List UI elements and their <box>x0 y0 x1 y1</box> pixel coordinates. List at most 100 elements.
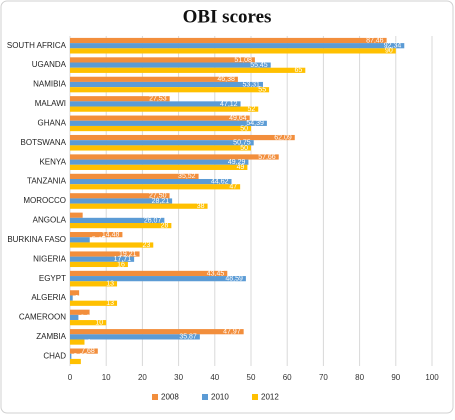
bar <box>70 334 200 340</box>
value-label: 35,52 <box>178 173 196 180</box>
value-label: 55,45 <box>250 62 268 69</box>
bar <box>70 164 248 170</box>
value-label: 52 <box>247 106 255 113</box>
bar <box>70 67 306 73</box>
legend-label: 2010 <box>211 393 229 402</box>
bar <box>70 43 405 49</box>
bar <box>70 101 241 107</box>
value-label: 47 <box>229 184 237 191</box>
x-tick-label: 70 <box>319 373 328 382</box>
bar <box>70 115 250 121</box>
legend-swatch <box>252 394 258 400</box>
category-label: BOTSWANA <box>21 138 67 147</box>
bar <box>70 62 271 68</box>
value-label: 50 <box>240 145 248 152</box>
value-label: 51,08 <box>234 57 252 64</box>
value-label: 46,38 <box>217 76 235 83</box>
value-label: 50,75 <box>233 140 251 147</box>
value-label: 7,68 <box>81 348 95 355</box>
chart-title: OBI scores <box>183 6 272 27</box>
value-label: 87,46 <box>366 37 384 44</box>
value-label: 2,52 <box>81 290 95 297</box>
category-label: BURKINA FASO <box>7 235 66 244</box>
bar <box>70 242 154 248</box>
value-label: 17,71 <box>114 256 132 263</box>
value-label: 19,21 <box>119 251 137 258</box>
value-label: 57,66 <box>258 154 276 161</box>
value-label: 23 <box>142 242 150 249</box>
value-label: 47,12 <box>220 101 238 108</box>
category-label: CHAD <box>43 351 66 360</box>
bar <box>70 198 173 204</box>
bar <box>70 251 140 257</box>
bar <box>70 348 98 354</box>
category-label: GHANA <box>38 118 67 127</box>
x-tick-label: 100 <box>425 373 439 382</box>
x-tick-label: 90 <box>391 373 400 382</box>
legend-swatch <box>152 394 158 400</box>
bar <box>70 217 165 224</box>
bar <box>70 212 83 218</box>
bar <box>70 173 199 179</box>
bar <box>70 145 251 151</box>
value-label: 38 <box>197 203 205 210</box>
bar <box>70 106 259 112</box>
legend-label: 2012 <box>261 393 279 402</box>
bar <box>70 276 246 282</box>
value-label: 53,31 <box>242 81 260 88</box>
category-label: ALGERIA <box>31 293 66 302</box>
bar <box>70 329 244 335</box>
legend-swatch <box>202 394 208 400</box>
bar <box>70 81 263 88</box>
value-label: 55 <box>258 87 266 94</box>
bar <box>70 256 135 262</box>
value-label: 49,64 <box>229 115 247 122</box>
category-label: ZAMBIA <box>36 332 66 341</box>
bar <box>70 76 238 82</box>
value-label: 5,41 <box>92 309 106 316</box>
bar <box>70 178 232 185</box>
value-label: 3,50 <box>85 212 99 219</box>
x-tick-label: 50 <box>247 373 256 382</box>
value-label: 14,48 <box>102 231 120 238</box>
value-label: 5,45 <box>92 237 106 244</box>
bar <box>70 96 170 102</box>
bar <box>70 320 107 326</box>
bar <box>70 154 279 160</box>
value-label: 27,53 <box>149 96 167 103</box>
x-tick-label: 0 <box>68 373 73 382</box>
bar <box>70 134 295 141</box>
value-label: 27,50 <box>149 193 167 200</box>
value-label: 0,75 <box>75 295 89 302</box>
x-tick-label: 10 <box>102 373 111 382</box>
value-label: 43,45 <box>207 270 225 277</box>
value-label: 10 <box>95 320 103 327</box>
x-tick-label: 20 <box>138 373 147 382</box>
bar <box>70 37 387 44</box>
value-label: 90 <box>385 48 393 55</box>
category-label: NAMIBIA <box>33 80 67 89</box>
bar <box>70 237 90 243</box>
value-label: 0,38 <box>73 353 87 360</box>
value-label: 35,87 <box>179 334 197 341</box>
category-label: ANGOLA <box>33 216 67 225</box>
bar <box>70 300 118 306</box>
bar <box>70 232 123 238</box>
bar <box>70 353 72 359</box>
category-label: MALAWI <box>35 99 66 108</box>
value-label: 62,09 <box>274 134 292 141</box>
x-tick-label: 30 <box>174 373 183 382</box>
bar <box>70 125 251 132</box>
bar <box>70 261 128 268</box>
value-label: 16 <box>117 261 125 268</box>
bar <box>70 314 79 321</box>
category-label: CAMEROON <box>19 313 66 322</box>
bar <box>70 87 270 93</box>
bar <box>70 159 249 165</box>
x-tick-label: 80 <box>355 373 364 382</box>
value-label: 26,07 <box>144 217 162 224</box>
value-label: 28 <box>161 222 169 229</box>
bar <box>70 295 73 301</box>
bar <box>70 270 228 277</box>
